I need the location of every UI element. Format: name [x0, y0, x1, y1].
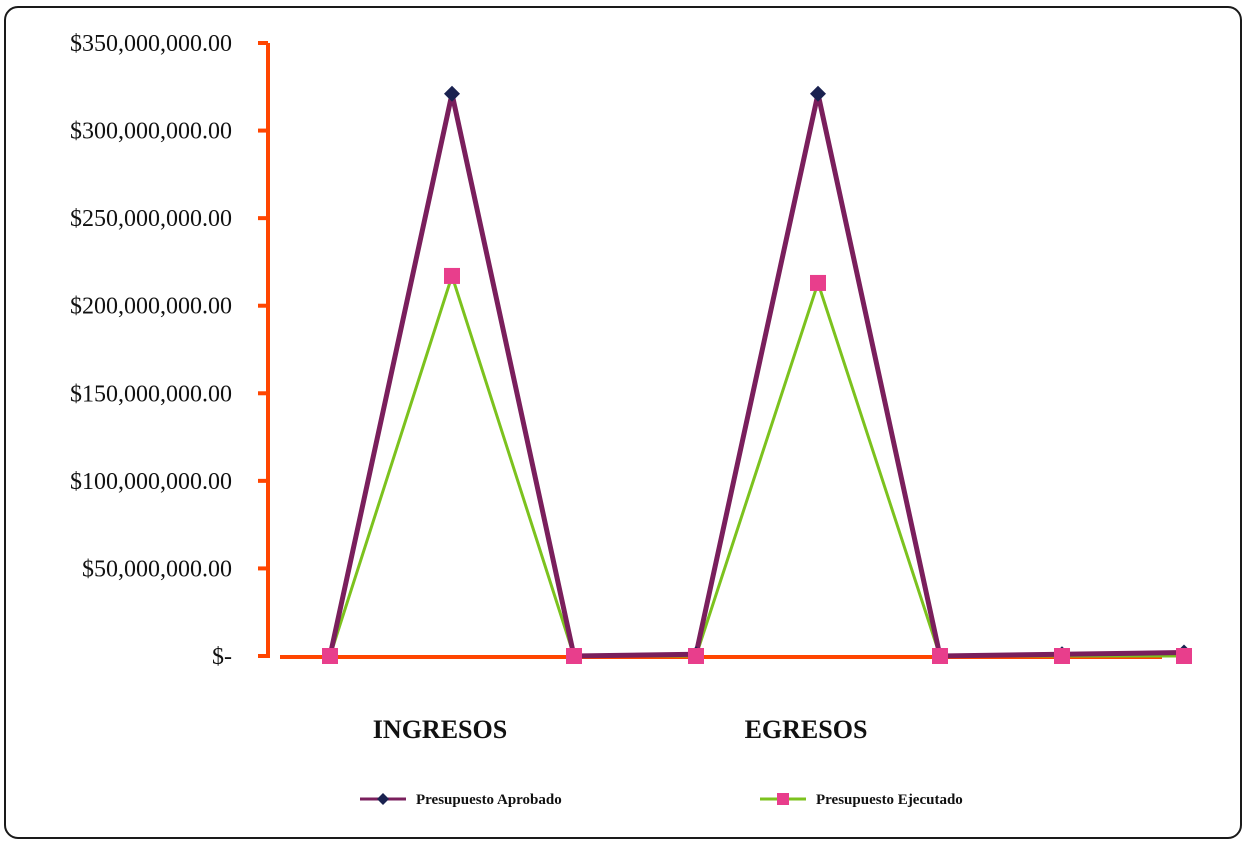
y-tick-label: $100,000,000.00: [70, 469, 232, 495]
legend-label: Presupuesto Ejecutado: [816, 792, 963, 808]
y-tick-label: $-: [212, 644, 232, 670]
legend-marker-ejecutado: [777, 793, 789, 805]
y-tick-label: $50,000,000.00: [82, 556, 232, 582]
marker-aprobado: [810, 85, 826, 102]
series-line-aprobado: [327, 93, 1185, 659]
y-tick-label: $300,000,000.00: [70, 119, 232, 145]
marker-ejecutado: [566, 648, 582, 664]
marker-ejecutado: [1054, 648, 1070, 664]
y-tick-label: $150,000,000.00: [70, 381, 232, 407]
category-label: EGRESOS: [745, 715, 868, 744]
series-lines: [327, 93, 1185, 659]
chart-frame: [4, 6, 1242, 839]
category-label: INGRESOS: [373, 715, 507, 744]
legend-label: Presupuesto Aprobado: [416, 792, 562, 808]
category-labels: INGRESOS EGRESOS: [373, 715, 868, 744]
y-axis-ticks: $350,000,000.00 $300,000,000.00 $250,000,0…: [70, 31, 268, 670]
legend: Presupuesto Aprobado Presupuesto Ejecutad…: [360, 792, 963, 808]
y-tick-label: $200,000,000.00: [70, 294, 232, 320]
y-tick-label: $250,000,000.00: [70, 206, 232, 232]
marker-ejecutado: [1176, 648, 1192, 664]
marker-aprobado: [444, 85, 460, 102]
legend-marker-aprobado: [377, 793, 389, 805]
series-markers: [322, 85, 1192, 664]
series-line-ejecutado: [328, 271, 1184, 658]
y-tick-label: $350,000,000.00: [70, 31, 232, 57]
marker-ejecutado: [688, 648, 704, 664]
marker-ejecutado: [810, 274, 826, 291]
marker-ejecutado: [322, 648, 338, 664]
marker-ejecutado: [444, 267, 460, 284]
marker-ejecutado: [932, 648, 948, 664]
